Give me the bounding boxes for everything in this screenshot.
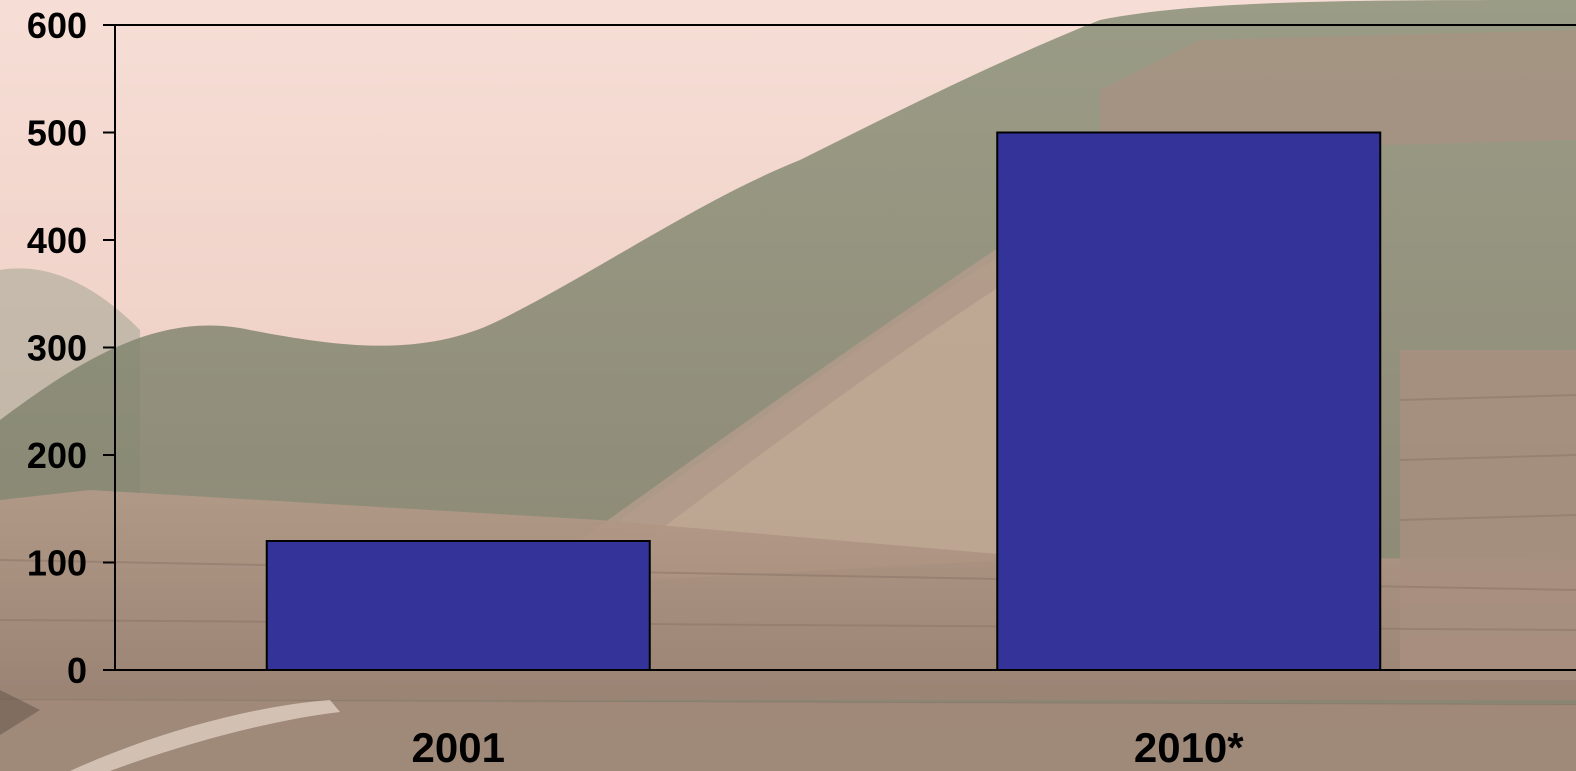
y-tick-label: 400 bbox=[27, 220, 87, 261]
y-tick-label: 200 bbox=[27, 435, 87, 476]
y-tick-label: 600 bbox=[27, 5, 87, 46]
y-tick-label: 500 bbox=[27, 113, 87, 154]
y-tick-label: 100 bbox=[27, 543, 87, 584]
y-tick-label: 0 bbox=[67, 650, 87, 691]
x-category-label: 2001 bbox=[412, 724, 505, 771]
y-tick-label: 300 bbox=[27, 328, 87, 369]
bars bbox=[265, 131, 1382, 671]
y-axis-ticks: 0 100 200 300 400 500 600 bbox=[27, 5, 115, 691]
bar-2001 bbox=[265, 540, 651, 671]
x-category-label: 2010* bbox=[1134, 724, 1244, 771]
bar-2010 bbox=[996, 131, 1382, 671]
x-axis-labels: 2001 2010* bbox=[412, 724, 1245, 771]
